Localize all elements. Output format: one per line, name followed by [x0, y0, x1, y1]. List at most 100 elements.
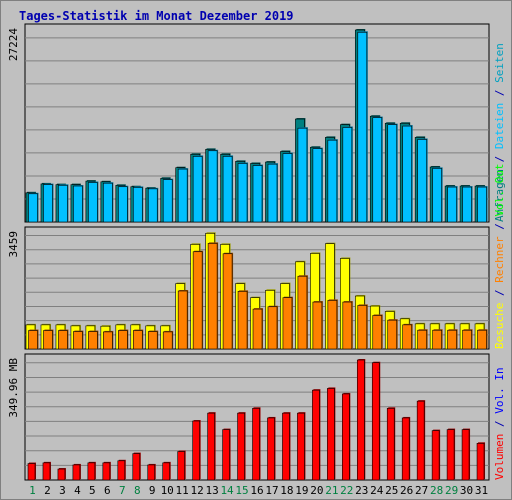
bar-dateien-10: [162, 179, 173, 223]
bar-dateien-21: [327, 139, 338, 223]
bar-dateien-19: [297, 127, 308, 223]
bar-dateien-12: [192, 156, 203, 223]
bar-volumen-31: [476, 443, 485, 481]
bar-volumen-4: [72, 464, 81, 481]
x-tick-label: 3: [59, 484, 66, 497]
bar-dateien-16: [252, 165, 263, 223]
bar-rechner-27: [417, 329, 427, 350]
bar-dateien-13: [207, 150, 218, 223]
bar-volumen-27: [416, 400, 425, 481]
bar-rechner-8: [132, 330, 143, 350]
x-tick-label: 27: [415, 484, 428, 497]
bar-rechner-9: [147, 331, 158, 350]
bar-volumen-26: [401, 417, 410, 481]
bar-dateien-27: [417, 139, 427, 223]
bar-dateien-4: [73, 185, 83, 223]
bar-volumen-8: [132, 453, 141, 481]
x-tick-label: 4: [74, 484, 81, 497]
bar-volumen-7: [117, 460, 126, 481]
x-tick-label: 31: [475, 484, 488, 497]
x-tick-label: 2: [44, 484, 51, 497]
x-tick-label: 6: [104, 484, 111, 497]
x-tick-label: 14: [220, 484, 234, 497]
bar-dateien-23: [357, 31, 368, 223]
bar-volumen-25: [386, 408, 395, 481]
bar-rechner-31: [477, 329, 487, 350]
bar-rechner-10: [162, 331, 173, 350]
legend-middle: Besuche / Rechner / Vol. Out: [493, 164, 506, 349]
ymax-label: 349.96 MB: [7, 358, 20, 418]
legend-entry: /: [493, 149, 506, 169]
legend-entry: /: [493, 414, 506, 434]
bar-volumen-5: [87, 462, 96, 481]
legend-entry: /: [493, 217, 506, 237]
bar-rechner-11: [177, 290, 188, 350]
bar-dateien-31: [477, 186, 487, 223]
bar-dateien-20: [312, 148, 323, 223]
legend-entry: Dateien: [493, 103, 506, 149]
bar-rechner-22: [342, 301, 353, 350]
bar-dateien-28: [432, 168, 442, 223]
bar-volumen-23: [356, 359, 365, 481]
x-tick-label: 7: [119, 484, 126, 497]
bar-rechner-24: [372, 315, 383, 350]
legend-top: Anfragen / Dateien / Seiten: [493, 43, 506, 222]
bar-rechner-25: [387, 319, 398, 350]
bar-rechner-26: [402, 324, 412, 350]
bar-dateien-5: [88, 182, 98, 223]
bar-rechner-23: [357, 305, 368, 350]
bar-volumen-12: [192, 420, 200, 481]
bar-dateien-2: [43, 184, 53, 223]
x-tick-label: 28: [430, 484, 443, 497]
bar-dateien-25: [387, 124, 398, 223]
legend-bottom: Volumen / Vol. In: [493, 367, 506, 480]
bar-volumen-6: [102, 462, 111, 481]
bar-dateien-26: [402, 125, 412, 223]
bar-rechner-12: [192, 251, 203, 350]
x-tick-label: 5: [89, 484, 96, 497]
bar-dateien-8: [132, 187, 143, 223]
x-tick-label: 13: [205, 484, 218, 497]
x-tick-label: 20: [310, 484, 323, 497]
bar-volumen-21: [327, 388, 335, 481]
bar-rechner-29: [447, 329, 457, 350]
x-tick-label: 30: [460, 484, 473, 497]
bar-rechner-19: [297, 275, 308, 350]
bar-rechner-28: [432, 329, 442, 350]
x-tick-label: 24: [370, 484, 384, 497]
bar-dateien-24: [372, 117, 383, 223]
bar-rechner-6: [103, 331, 113, 350]
legend-entry: Seiten: [493, 43, 506, 83]
bar-volumen-17: [267, 417, 275, 481]
bar-volumen-20: [312, 389, 320, 481]
bar-rechner-20: [312, 301, 323, 350]
bar-dateien-29: [447, 186, 457, 223]
bar-dateien-15: [237, 163, 248, 223]
bar-volumen-1: [27, 463, 36, 481]
bar-volumen-13: [207, 412, 215, 481]
bar-dateien-9: [147, 188, 158, 223]
ymax-label: 3459: [7, 231, 20, 258]
bar-rechner-5: [88, 331, 98, 350]
x-tick-label: 22: [340, 484, 353, 497]
legend-entry: Volumen: [493, 434, 506, 480]
legend-entry: Rechner: [493, 236, 506, 283]
x-tick-label: 11: [176, 484, 189, 497]
bar-dateien-30: [462, 186, 472, 223]
bar-dateien-22: [342, 127, 353, 223]
legend-entry: Anfragen: [493, 169, 506, 222]
x-tick-label: 29: [445, 484, 458, 497]
bar-rechner-16: [252, 308, 263, 350]
bar-dateien-11: [177, 168, 188, 223]
bar-volumen-29: [446, 429, 455, 481]
bar-rechner-2: [43, 330, 53, 350]
x-tick-label: 12: [191, 484, 204, 497]
ymax-label: 27224: [7, 28, 20, 61]
legend-entry: /: [493, 83, 506, 103]
chart-title: Tages-Statistik im Monat Dezember 2019: [19, 9, 294, 23]
x-tick-label: 10: [161, 484, 174, 497]
legend-entry: /: [493, 283, 506, 303]
bar-rechner-4: [73, 331, 83, 350]
x-tick-label: 9: [149, 484, 156, 497]
